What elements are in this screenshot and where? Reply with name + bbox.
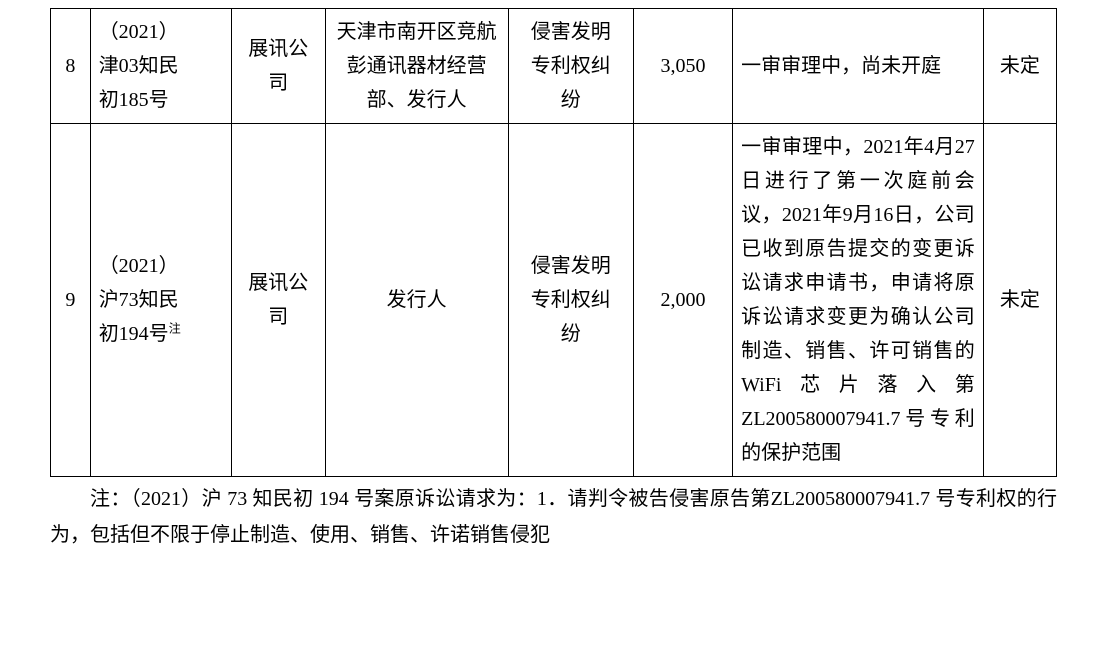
cell-index: 8 — [51, 9, 91, 124]
cell-plaintiff: 展讯公 司 — [231, 9, 325, 124]
case-line: 沪73知民 — [99, 283, 223, 317]
case-line: 初194号注 — [99, 317, 223, 351]
cell-cause: 侵害发明 专利权纠 纷 — [508, 9, 633, 124]
footnote-text: 注：（2021）沪 73 知民初 194 号案原诉讼请求为：1．请判令被告侵害原… — [50, 481, 1057, 553]
cell-status: 一审审理中，尚未开庭 — [733, 9, 984, 124]
plaintiff-line: 展讯公 — [240, 32, 317, 66]
case-line: （2021） — [99, 15, 223, 49]
cause-line: 专利权纠 — [517, 283, 625, 317]
cell-result: 未定 — [983, 9, 1056, 124]
case-line: 津03知民 — [99, 49, 223, 83]
plaintiff-line: 司 — [240, 300, 317, 334]
cell-defendant: 发行人 — [325, 124, 508, 477]
cell-plaintiff: 展讯公 司 — [231, 124, 325, 477]
cell-amount: 3,050 — [633, 9, 732, 124]
case-line: （2021） — [99, 249, 223, 283]
case-number-text: 初194号 — [99, 323, 169, 345]
superscript-note: 注 — [169, 321, 181, 335]
page-wrap: 8 （2021） 津03知民 初185号 展讯公 司 天津市南开区竞航彭通讯器材… — [0, 0, 1107, 553]
cell-case-number: （2021） 沪73知民 初194号注 — [90, 124, 231, 477]
case-line: 初185号 — [99, 83, 223, 117]
cause-line: 纷 — [517, 83, 625, 117]
cell-amount: 2,000 — [633, 124, 732, 477]
cell-status: 一审审理中，2021年4月27日进行了第一次庭前会议，2021年9月16日，公司… — [733, 124, 984, 477]
litigation-table: 8 （2021） 津03知民 初185号 展讯公 司 天津市南开区竞航彭通讯器材… — [50, 8, 1057, 477]
cause-line: 专利权纠 — [517, 49, 625, 83]
plaintiff-line: 展讯公 — [240, 266, 317, 300]
cause-line: 纷 — [517, 317, 625, 351]
cell-result: 未定 — [983, 124, 1056, 477]
table-row: 9 （2021） 沪73知民 初194号注 展讯公 司 发行人 侵害发明 专利权… — [51, 124, 1057, 477]
table-row: 8 （2021） 津03知民 初185号 展讯公 司 天津市南开区竞航彭通讯器材… — [51, 9, 1057, 124]
cell-defendant: 天津市南开区竞航彭通讯器材经营部、发行人 — [325, 9, 508, 124]
cause-line: 侵害发明 — [517, 15, 625, 49]
cell-index: 9 — [51, 124, 91, 477]
cell-cause: 侵害发明 专利权纠 纷 — [508, 124, 633, 477]
cell-case-number: （2021） 津03知民 初185号 — [90, 9, 231, 124]
cause-line: 侵害发明 — [517, 249, 625, 283]
plaintiff-line: 司 — [240, 66, 317, 100]
